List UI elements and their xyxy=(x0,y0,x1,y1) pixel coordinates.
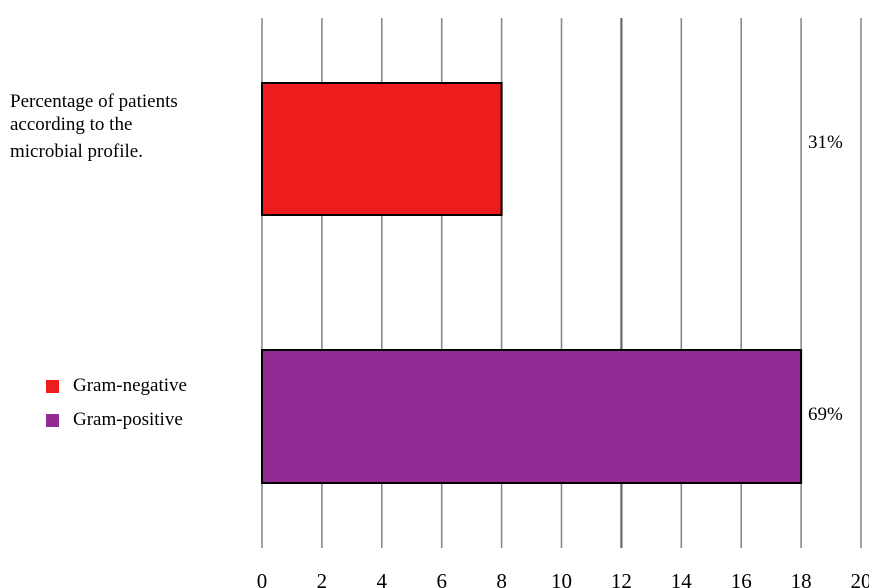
x-tick-label-18: 18 xyxy=(791,569,812,588)
x-tick-label-10: 10 xyxy=(551,569,572,588)
chart-title-line-1: Percentage of patients xyxy=(10,91,178,112)
x-tick-label-14: 14 xyxy=(671,569,693,588)
x-tick-label-16: 16 xyxy=(731,569,752,588)
chart-title: Percentage of patients according to the … xyxy=(10,90,250,163)
x-tick-label-0: 0 xyxy=(257,569,268,588)
x-tick-label-8: 8 xyxy=(496,569,507,588)
x-axis-tick-labels: 0 2 4 6 8 10 12 14 16 18 20 xyxy=(257,569,869,588)
bars xyxy=(261,82,803,484)
legend-item-gram-positive: Gram-positive xyxy=(46,407,187,433)
x-tick-label-6: 6 xyxy=(436,569,447,588)
legend-label-gram-negative: Gram-negative xyxy=(73,375,187,396)
legend: Gram-negative Gram-positive xyxy=(46,373,187,441)
x-tick-label-12: 12 xyxy=(611,569,632,588)
data-labels: 31% 69% xyxy=(808,132,843,425)
x-tick-label-2: 2 xyxy=(317,569,328,588)
legend-swatch-gram-negative xyxy=(46,379,59,393)
data-label-gram-negative: 31% xyxy=(808,132,843,153)
legend-item-gram-negative: Gram-negative xyxy=(46,373,187,399)
legend-swatch-gram-positive xyxy=(46,413,59,427)
chart-title-line-3: microbial profile. xyxy=(10,141,143,162)
chart-title-line-2: according to the xyxy=(10,114,133,135)
x-tick-label-4: 4 xyxy=(377,569,388,588)
bar-gram-negative xyxy=(261,82,503,216)
x-tick-label-20: 20 xyxy=(851,569,869,588)
legend-label-gram-positive: Gram-positive xyxy=(73,409,183,430)
bar-gram-positive xyxy=(261,349,803,484)
data-label-gram-positive: 69% xyxy=(808,404,843,425)
